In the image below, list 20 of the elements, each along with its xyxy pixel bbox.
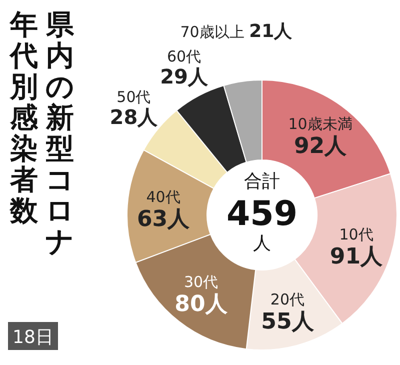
text: 合計 459 人 [226, 171, 298, 254]
text: 年代別感染者数 [8, 8, 39, 227]
slice-label: 20代 [270, 290, 305, 309]
slice-label: 30代 [184, 272, 218, 291]
slice-label: 10歳未満 [288, 114, 352, 133]
slice-label: 10代 [339, 225, 374, 244]
slice-label: 50代 [116, 88, 151, 106]
data-label: 28人 [110, 105, 159, 130]
data-label: 80人 [174, 292, 228, 317]
slice-label: 40代 [146, 188, 180, 206]
data-label: 92人 [294, 134, 348, 159]
text: 18日 [12, 327, 54, 348]
data-label: 21人 [249, 20, 294, 42]
slice-label: 60代 [166, 47, 202, 66]
data-label: 91人 [330, 244, 384, 270]
text: 県内の新型コロナ [45, 8, 75, 258]
data-label: 63人 [136, 206, 191, 232]
data-label: 29人 [160, 64, 209, 88]
slice-label: 70歳以上 [180, 22, 250, 41]
data-label: 55人 [261, 310, 315, 335]
